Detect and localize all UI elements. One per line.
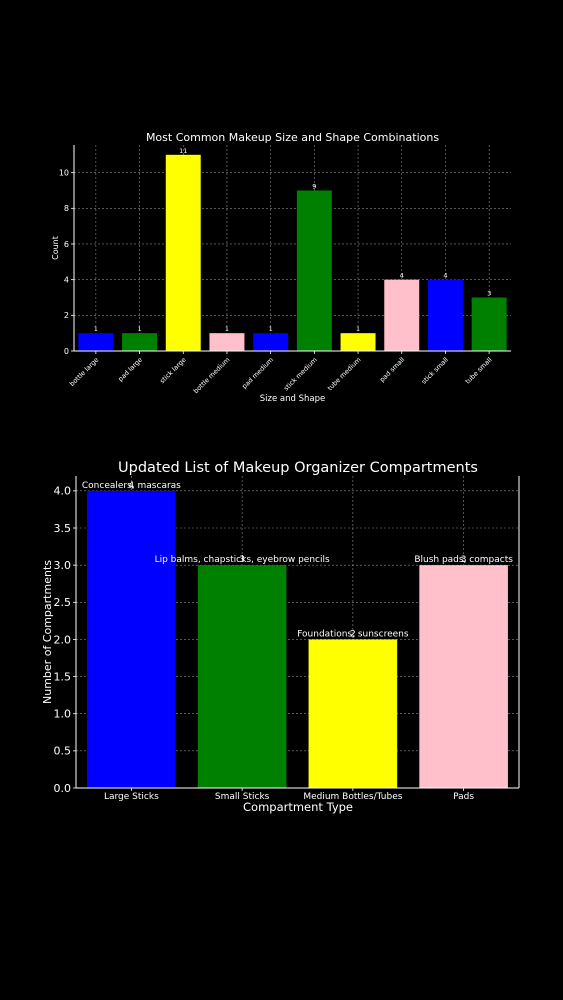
organizer-compartments-chart: Updated List of Makeup Organizer Compart… xyxy=(41,460,520,814)
x-axis-ticks: Large Sticks Small Sticks Medium Bottles/T… xyxy=(104,788,474,802)
bar xyxy=(165,154,201,351)
x-tick-label: stick medium xyxy=(282,356,319,393)
bar-annotation: Blush pads, compacts xyxy=(414,555,513,565)
bar xyxy=(471,297,507,351)
bar-annotation: Lip balms, chapsticks, eyebrow pencils xyxy=(155,555,330,565)
bar-annotation: Foundations, sunscreens xyxy=(297,629,409,639)
y-tick-label: 1.5 xyxy=(54,670,72,683)
y-tick-label: 2 xyxy=(64,311,69,320)
bar xyxy=(87,490,176,788)
x-tick-label: pad medium xyxy=(240,356,275,391)
bar xyxy=(197,565,287,788)
bar xyxy=(427,279,463,351)
x-tick-label: stick large xyxy=(158,356,187,385)
bar xyxy=(253,333,289,351)
value-label: 1 xyxy=(137,325,141,333)
x-tick-label: bottle medium xyxy=(192,356,231,395)
x-tick-label: Medium Bottles/Tubes xyxy=(303,792,402,802)
y-tick-label: 0 xyxy=(64,347,69,356)
value-label: 11 xyxy=(179,147,187,155)
y-tick-label: 4 xyxy=(64,275,69,284)
bar xyxy=(308,639,398,788)
x-tick-label: Pads xyxy=(453,792,474,802)
y-tick-label: 0.5 xyxy=(54,745,72,758)
bar xyxy=(296,190,332,351)
chart-title: Most Common Makeup Size and Shape Combin… xyxy=(146,131,439,144)
value-label: 4 xyxy=(400,272,404,280)
chart-axes xyxy=(73,145,511,352)
y-tick-label: 10 xyxy=(59,168,69,177)
value-label: 1 xyxy=(356,325,360,333)
value-label: 2 xyxy=(350,629,356,639)
value-label: 3 xyxy=(239,555,245,565)
bar xyxy=(419,565,508,788)
x-tick-label: tube small xyxy=(464,356,494,386)
y-tick-label: 0.0 xyxy=(54,782,72,795)
y-tick-label: 3.0 xyxy=(54,559,72,572)
value-label: 1 xyxy=(225,325,229,333)
value-label: 9 xyxy=(312,182,316,190)
bar xyxy=(340,333,376,351)
x-tick-label: tube medium xyxy=(326,356,362,392)
value-label: 4 xyxy=(129,481,135,491)
bars xyxy=(78,154,507,351)
bar xyxy=(78,333,114,351)
value-label: 4 xyxy=(443,272,447,280)
bars xyxy=(87,490,508,788)
value-label: 3 xyxy=(461,555,467,565)
value-label: 1 xyxy=(269,325,273,333)
y-tick-label: 2.5 xyxy=(54,596,72,609)
x-tick-label: pad large xyxy=(117,356,144,383)
y-tick-label: 1.0 xyxy=(54,708,72,721)
bar xyxy=(384,279,420,351)
x-tick-label: stick small xyxy=(420,356,450,386)
bar-annotations: Concealers, mascaras Lip balms, chapstick… xyxy=(82,481,513,640)
x-tick-label: Small Sticks xyxy=(215,792,270,802)
value-label: 1 xyxy=(94,325,98,333)
y-axis-label: Count xyxy=(51,236,60,260)
value-labels: 4 3 2 3 xyxy=(129,481,467,640)
y-tick-label: 3.5 xyxy=(54,522,72,535)
bar xyxy=(209,333,245,351)
y-tick-label: 6 xyxy=(64,240,69,249)
chart-title: Updated List of Makeup Organizer Compart… xyxy=(118,460,478,476)
x-tick-label: bottle large xyxy=(68,356,100,388)
y-axis-label: Number of Compartments xyxy=(41,560,54,704)
y-tick-label: 4.0 xyxy=(54,485,72,498)
size-shape-chart: Most Common Makeup Size and Shape Combin… xyxy=(51,131,511,404)
x-axis-label: Compartment Type xyxy=(243,800,353,814)
y-axis-ticks: 0 2 4 6 8 10 xyxy=(59,168,74,356)
x-tick-label: pad small xyxy=(378,356,406,384)
x-tick-label: Large Sticks xyxy=(104,792,159,802)
y-tick-label: 2.0 xyxy=(54,633,72,646)
bar-annotation: Concealers, mascaras xyxy=(82,481,181,491)
y-tick-label: 8 xyxy=(64,204,69,213)
x-axis-ticks: bottle large pad large stick large bottle m… xyxy=(68,351,494,395)
x-axis-label: Size and Shape xyxy=(260,394,325,404)
bar xyxy=(122,333,158,351)
y-axis-ticks: 0.0 0.5 1.0 1.5 2.0 2.5 3.0 3.5 4.0 xyxy=(54,485,76,795)
value-label: 3 xyxy=(487,289,491,297)
